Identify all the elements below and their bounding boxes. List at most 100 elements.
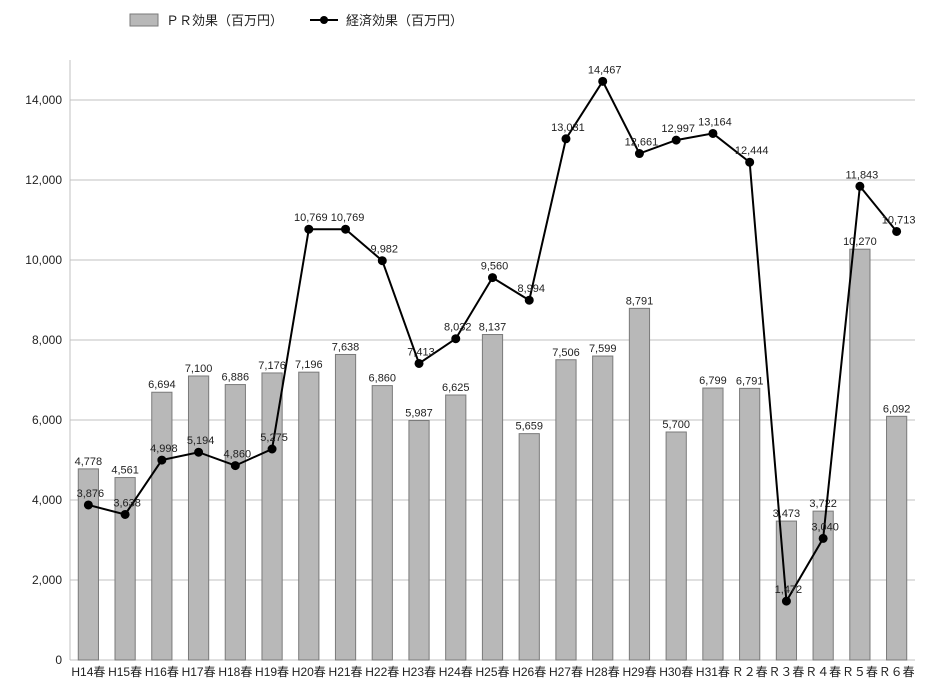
- line-marker: [746, 158, 754, 166]
- bar: [335, 354, 355, 660]
- line-marker: [819, 534, 827, 542]
- bar-value-label: 5,659: [515, 421, 543, 433]
- x-tick-label: H15春: [108, 665, 142, 679]
- line-marker: [635, 150, 643, 158]
- x-tick-label: H28春: [586, 665, 620, 679]
- y-tick-label: 8,000: [32, 333, 62, 347]
- line-marker: [782, 597, 790, 605]
- line-marker: [378, 257, 386, 265]
- bar-value-label: 6,791: [736, 375, 764, 387]
- bar: [556, 360, 576, 660]
- line-marker: [856, 182, 864, 190]
- line-marker: [121, 510, 129, 518]
- line-value-label: 10,769: [331, 212, 365, 224]
- line-value-label: 4,998: [150, 443, 178, 455]
- line-marker: [599, 77, 607, 85]
- line-value-label: 3,040: [811, 521, 839, 533]
- line-value-label: 11,843: [845, 169, 878, 181]
- bar: [482, 335, 502, 660]
- line-value-label: 5,275: [260, 432, 288, 444]
- legend-line-marker: [320, 16, 328, 24]
- bar: [446, 395, 466, 660]
- line-marker: [415, 359, 423, 367]
- x-tick-label: Ｒ４春: [805, 665, 841, 679]
- bar-value-label: 10,270: [843, 236, 877, 248]
- bar-value-label: 7,100: [185, 363, 213, 375]
- line-value-label: 13,031: [551, 122, 585, 134]
- line-value-label: 7,413: [407, 346, 435, 358]
- line-marker: [158, 456, 166, 464]
- x-tick-label: H19春: [255, 665, 289, 679]
- line-marker: [84, 501, 92, 509]
- bar: [409, 421, 429, 660]
- bar: [372, 386, 392, 660]
- x-tick-label: H22春: [365, 665, 399, 679]
- line-marker: [709, 129, 717, 137]
- bar: [850, 249, 870, 660]
- bar-value-label: 5,987: [405, 408, 433, 420]
- x-tick-label: H31春: [696, 665, 730, 679]
- bar-value-label: 6,886: [222, 372, 250, 384]
- bar-value-label: 3,722: [809, 498, 837, 510]
- bar: [629, 308, 649, 660]
- x-tick-label: Ｒ６春: [879, 665, 915, 679]
- bar-value-label: 7,176: [258, 360, 286, 372]
- x-tick-label: H23春: [402, 665, 436, 679]
- x-tick-label: H25春: [475, 665, 509, 679]
- y-tick-label: 0: [55, 653, 62, 667]
- line-value-label: 8,994: [517, 283, 545, 295]
- bar: [188, 376, 208, 660]
- line-marker: [525, 296, 533, 304]
- bar-value-label: 4,778: [75, 456, 103, 468]
- x-tick-label: Ｒ５春: [842, 665, 878, 679]
- line-value-label: 10,769: [294, 212, 328, 224]
- bar-value-label: 6,092: [883, 403, 911, 415]
- bar-value-label: 7,506: [552, 347, 580, 359]
- y-tick-label: 2,000: [32, 573, 62, 587]
- y-tick-label: 10,000: [25, 253, 62, 267]
- line-marker: [195, 448, 203, 456]
- line-value-label: 12,661: [625, 137, 659, 149]
- x-tick-label: H20春: [292, 665, 326, 679]
- x-tick-label: H17春: [182, 665, 216, 679]
- line-value-label: 9,560: [481, 261, 509, 273]
- bar-value-label: 7,196: [295, 359, 323, 371]
- x-tick-label: H29春: [622, 665, 656, 679]
- bar-value-label: 8,791: [626, 295, 654, 307]
- line-value-label: 14,467: [588, 64, 622, 76]
- bar-value-label: 6,860: [369, 373, 397, 385]
- y-tick-label: 12,000: [25, 173, 62, 187]
- x-tick-label: H30春: [659, 665, 693, 679]
- line-marker: [268, 445, 276, 453]
- legend-line-label: 経済効果（百万円）: [346, 13, 463, 28]
- x-tick-label: H18春: [218, 665, 252, 679]
- bar: [666, 432, 686, 660]
- y-tick-label: 14,000: [25, 93, 62, 107]
- line-marker: [305, 225, 313, 233]
- bar: [225, 385, 245, 660]
- x-tick-label: H14春: [71, 665, 105, 679]
- x-tick-label: H24春: [439, 665, 473, 679]
- bar-value-label: 4,561: [111, 465, 139, 477]
- line-value-label: 5,194: [187, 435, 215, 447]
- line-value-label: 13,164: [698, 116, 732, 128]
- line-value-label: 12,997: [661, 123, 695, 135]
- line-value-label: 8,032: [444, 322, 472, 334]
- bar: [519, 434, 539, 660]
- line-value-label: 1,472: [775, 584, 803, 596]
- bar-value-label: 7,638: [332, 341, 360, 353]
- line-marker: [489, 274, 497, 282]
- combo-chart: 02,0004,0006,0008,00010,00012,00014,0004…: [0, 0, 932, 699]
- bar: [703, 388, 723, 660]
- bar-value-label: 7,599: [589, 343, 617, 355]
- bar: [740, 388, 760, 660]
- x-tick-label: H27春: [549, 665, 583, 679]
- bar-value-label: 5,700: [662, 419, 690, 431]
- x-tick-label: Ｒ２春: [732, 665, 768, 679]
- line-marker: [893, 227, 901, 235]
- line-marker: [342, 225, 350, 233]
- bar: [887, 416, 907, 660]
- y-tick-label: 6,000: [32, 413, 62, 427]
- bar: [593, 356, 613, 660]
- line-marker: [672, 136, 680, 144]
